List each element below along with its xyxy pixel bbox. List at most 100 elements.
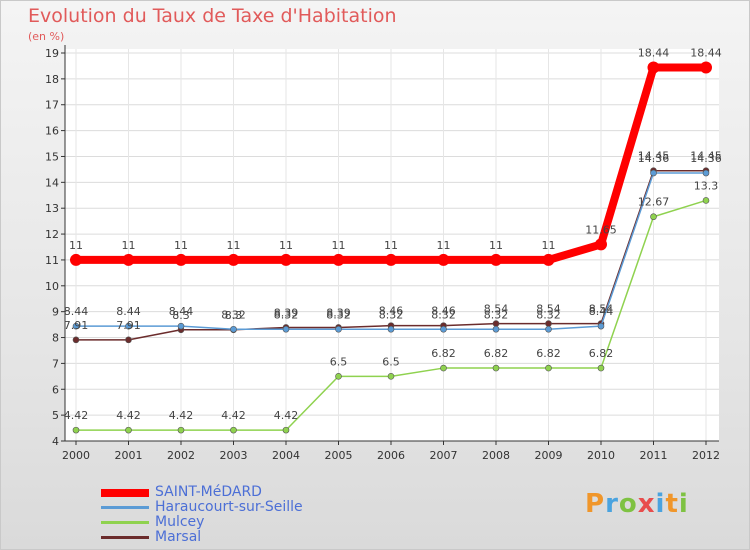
- data-label: 11: [69, 239, 83, 252]
- data-label: 13.3: [694, 179, 719, 192]
- data-label: 11: [489, 239, 503, 252]
- data-label: 14.36: [690, 152, 722, 165]
- x-tick-label: 2009: [535, 449, 563, 462]
- y-tick-label: 10: [45, 280, 59, 293]
- data-label: 11: [437, 239, 451, 252]
- logo-letter: t: [665, 489, 679, 519]
- data-label: 8.32: [484, 308, 509, 321]
- x-tick-label: 2004: [272, 449, 300, 462]
- y-tick-label: 16: [45, 125, 59, 138]
- data-label: 6.82: [589, 347, 614, 360]
- chart-title: Evolution du Taux de Taxe d'Habitation: [28, 5, 397, 27]
- data-label: 14.45: [638, 150, 670, 163]
- data-point: [72, 426, 80, 434]
- logo-letter: P: [585, 489, 606, 519]
- legend-label: SAINT-MéDARD: [155, 484, 262, 500]
- data-label: 6.5: [382, 355, 400, 368]
- data-point: [545, 320, 552, 327]
- data-point: [230, 325, 237, 333]
- y-tick-label: 12: [45, 228, 59, 241]
- data-label: 6.82: [431, 347, 456, 360]
- y-tick-label: 17: [45, 99, 59, 112]
- data-point: [492, 364, 500, 372]
- data-label: 8.32: [536, 308, 561, 321]
- data-label: 12.67: [638, 196, 670, 209]
- data-point: [230, 426, 237, 434]
- data-label: 4.42: [169, 409, 194, 422]
- data-label: 4.42: [116, 409, 141, 422]
- logo-letter: r: [605, 489, 619, 519]
- data-point: [650, 169, 657, 177]
- data-label: 4.42: [274, 409, 299, 422]
- data-label: 18.44: [690, 46, 722, 59]
- data-label: 8.44: [116, 305, 141, 318]
- data-point: [700, 61, 712, 74]
- y-tick-label: 13: [45, 202, 59, 215]
- data-label: 8.32: [274, 308, 299, 321]
- data-label: 8.54: [536, 303, 561, 316]
- y-tick-label: 19: [45, 47, 59, 60]
- data-point: [227, 253, 240, 266]
- data-label: 8.46: [431, 305, 456, 318]
- x-tick-label: 2007: [430, 449, 458, 462]
- y-tick-label: 18: [45, 73, 59, 86]
- data-point: [280, 253, 292, 266]
- legend-label: Haraucourt-sur-Seille: [155, 499, 303, 515]
- logo-letter: x: [637, 489, 656, 519]
- data-label: 11: [174, 239, 188, 252]
- data-point: [332, 253, 345, 266]
- data-label: 6.5: [330, 355, 348, 368]
- data-label: 8.39: [326, 306, 351, 319]
- data-point: [702, 169, 710, 177]
- legend-swatch: [101, 506, 149, 509]
- data-point: [545, 325, 552, 333]
- y-tick-label: 14: [45, 176, 59, 189]
- legend-label: Marsal: [155, 529, 202, 545]
- data-label: 8.3: [172, 309, 190, 322]
- data-label: 11: [122, 239, 136, 252]
- data-label: 6.82: [536, 347, 561, 360]
- data-point: [335, 325, 342, 333]
- data-point: [72, 336, 80, 344]
- data-point: [125, 426, 132, 434]
- data-point: [175, 253, 187, 266]
- data-label: 8.44: [169, 305, 194, 318]
- legend-swatch: [101, 536, 149, 539]
- logo-letter: o: [618, 489, 638, 519]
- y-tick-label: 7: [52, 357, 59, 370]
- x-tick-label: 2006: [377, 449, 405, 462]
- data-point: [385, 253, 397, 266]
- data-point: [387, 373, 395, 380]
- data-point: [282, 325, 290, 333]
- x-tick-label: 2002: [167, 449, 195, 462]
- legend-swatch: [101, 521, 149, 524]
- data-label: 11: [542, 239, 556, 252]
- x-tick-label: 2001: [115, 449, 143, 462]
- data-label: 8.39: [274, 306, 299, 319]
- x-tick-label: 2005: [325, 449, 353, 462]
- data-label: 8.54: [589, 303, 614, 316]
- y-tick-label: 8: [52, 332, 59, 345]
- data-label: 11: [384, 239, 398, 252]
- data-label: 8.32: [379, 308, 404, 321]
- data-point: [492, 320, 500, 327]
- data-label: 8.32: [326, 308, 351, 321]
- data-label: 7.91: [64, 319, 89, 332]
- proxiti-logo: Proxiti: [585, 489, 689, 519]
- data-label: 6.82: [484, 347, 509, 360]
- data-label: 11: [227, 239, 241, 252]
- data-label: 4.42: [64, 409, 89, 422]
- data-point: [70, 253, 82, 266]
- data-label: 8.32: [221, 308, 246, 321]
- data-point: [647, 61, 660, 74]
- data-label: 11: [279, 239, 293, 252]
- data-point: [125, 336, 132, 344]
- x-tick-label: 2012: [692, 449, 720, 462]
- data-label: 4.42: [221, 409, 246, 422]
- data-label: 8.3: [225, 309, 243, 322]
- data-point: [282, 426, 290, 434]
- data-label: 14.45: [690, 150, 722, 163]
- data-label: 7.91: [116, 319, 141, 332]
- data-point: [387, 325, 395, 333]
